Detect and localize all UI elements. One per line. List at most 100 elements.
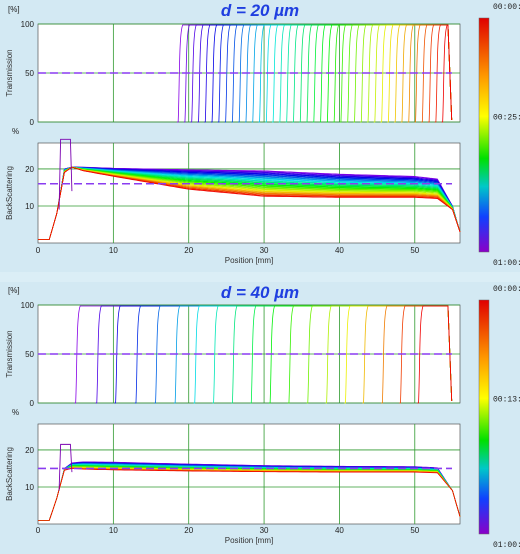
transmission-curve bbox=[287, 305, 453, 404]
transmission-curve bbox=[250, 305, 453, 404]
x-tick-label: 50 bbox=[410, 246, 419, 255]
time-colorbar: 00:00:00 00:25: 01:00:00 bbox=[478, 3, 520, 268]
chart-title: d = 20 µm bbox=[221, 1, 299, 20]
transmission-curve bbox=[344, 305, 453, 404]
transmission-curve bbox=[154, 305, 453, 404]
chart-2: d = 40 µm050100[%]Transmission1020%BackS… bbox=[0, 282, 520, 554]
transmission-y-tick-label: 100 bbox=[21, 20, 35, 29]
x-tick-label: 0 bbox=[36, 526, 41, 535]
transmission-curve bbox=[394, 24, 453, 123]
backscattering-curve bbox=[38, 468, 461, 521]
transmission-curve bbox=[366, 24, 453, 123]
transmission-curve bbox=[285, 24, 453, 123]
backscattering-spike bbox=[58, 138, 73, 210]
backscattering-y-axis-label: BackScattering bbox=[5, 166, 14, 220]
x-tick-label: 10 bbox=[109, 246, 118, 255]
transmission-curve bbox=[346, 24, 453, 123]
transmission-y-axis-label: Transmission bbox=[5, 49, 14, 96]
transmission-curve bbox=[305, 24, 453, 123]
transmission-curve bbox=[197, 24, 453, 123]
transmission-curve bbox=[217, 24, 453, 123]
transmission-curve bbox=[407, 24, 453, 123]
transmission-curve bbox=[325, 305, 453, 404]
transmission-y-axis-label: Transmission bbox=[5, 330, 14, 377]
transmission-plot: 0 50 100[%] Transmission bbox=[5, 286, 461, 408]
backscattering-y-tick-label: 10 bbox=[25, 483, 34, 492]
transmission-curve bbox=[353, 24, 453, 123]
transmission-curve bbox=[360, 24, 453, 123]
colorbar-mid-label: 00:25: bbox=[493, 113, 520, 122]
transmission-curve bbox=[210, 24, 453, 123]
backscattering-unit-label: % bbox=[12, 127, 19, 136]
backscattering-y-tick-label: 20 bbox=[25, 165, 34, 174]
backscattering-unit-label: % bbox=[12, 408, 19, 417]
transmission-curve bbox=[326, 24, 453, 123]
transmission-curve bbox=[312, 24, 453, 123]
transmission-curve bbox=[421, 24, 453, 123]
transmission-y-tick-label: 0 bbox=[30, 399, 35, 408]
transmission-curve bbox=[434, 24, 453, 123]
transmission-plot: 0 50 100[%] Transmission bbox=[5, 5, 461, 127]
transmission-curve bbox=[114, 305, 453, 404]
x-tick-label: 30 bbox=[260, 246, 269, 255]
backscattering-y-tick-label: 20 bbox=[25, 446, 34, 455]
transmission-curve bbox=[414, 24, 453, 123]
transmission-curve bbox=[278, 24, 453, 123]
transmission-curve bbox=[265, 24, 453, 123]
transmission-curve bbox=[292, 24, 453, 123]
transmission-curve bbox=[244, 24, 453, 123]
transmission-curve bbox=[204, 24, 453, 123]
transmission-curve bbox=[380, 24, 453, 123]
transmission-curve bbox=[417, 305, 453, 404]
x-tick-label: 30 bbox=[260, 526, 269, 535]
backscattering-plot: 10 20% BackScattering bbox=[5, 408, 461, 525]
transmission-curve bbox=[319, 24, 453, 123]
transmission-curve bbox=[427, 24, 453, 123]
transmission-curve bbox=[306, 305, 453, 404]
transmission-curve bbox=[271, 24, 453, 123]
backscattering-plot-area bbox=[37, 423, 461, 525]
x-tick-label: 0 bbox=[36, 246, 41, 255]
transmission-curve bbox=[441, 24, 453, 123]
transmission-curve bbox=[381, 305, 453, 404]
transmission-curve bbox=[268, 305, 453, 404]
transmission-curve bbox=[362, 305, 453, 404]
x-tick-label: 20 bbox=[184, 246, 193, 255]
colorbar-mid-label: 00:13: bbox=[493, 395, 520, 404]
transmission-curve bbox=[95, 305, 453, 404]
transmission-curve bbox=[238, 24, 453, 123]
x-axis-label: Position [mm] bbox=[225, 536, 273, 545]
backscattering-plot: 10 20% BackScattering bbox=[5, 127, 461, 244]
time-colorbar: 00:00:00 00:13: 01:00:00 bbox=[478, 285, 520, 550]
transmission-curve bbox=[224, 24, 453, 123]
transmission-curve bbox=[193, 305, 453, 404]
x-axis-label: Position [mm] bbox=[225, 256, 273, 265]
x-tick-label: 40 bbox=[335, 246, 344, 255]
transmission-unit-label: [%] bbox=[8, 5, 20, 14]
transmission-curve bbox=[134, 305, 453, 404]
backscattering-y-tick-label: 10 bbox=[25, 202, 34, 211]
transmission-curve bbox=[183, 24, 453, 123]
transmission-y-tick-label: 100 bbox=[21, 301, 35, 310]
backscattering-y-axis-label: BackScattering bbox=[5, 447, 14, 501]
transmission-curve bbox=[258, 24, 453, 123]
transmission-curve bbox=[74, 305, 453, 404]
transmission-y-tick-label: 0 bbox=[30, 118, 35, 127]
x-tick-label: 20 bbox=[184, 526, 193, 535]
colorbar-bottom-label: 01:00:00 bbox=[493, 541, 520, 550]
transmission-y-tick-label: 50 bbox=[25, 69, 34, 78]
x-tick-label: 40 bbox=[335, 526, 344, 535]
transmission-curve bbox=[399, 305, 453, 404]
backscattering-curve bbox=[38, 166, 461, 240]
chart-1: d = 20 µm050100[%]Transmission1020%BackS… bbox=[0, 0, 520, 272]
transmission-curve bbox=[177, 24, 453, 123]
colorbar-top-label: 00:00:00 bbox=[493, 285, 520, 294]
transmission-curve bbox=[373, 24, 453, 123]
transmission-curve bbox=[339, 24, 453, 123]
transmission-curve bbox=[174, 305, 453, 404]
chart-title: d = 40 µm bbox=[221, 283, 299, 302]
transmission-curve bbox=[231, 305, 453, 404]
x-tick-label: 10 bbox=[109, 526, 118, 535]
transmission-curve bbox=[333, 24, 453, 123]
